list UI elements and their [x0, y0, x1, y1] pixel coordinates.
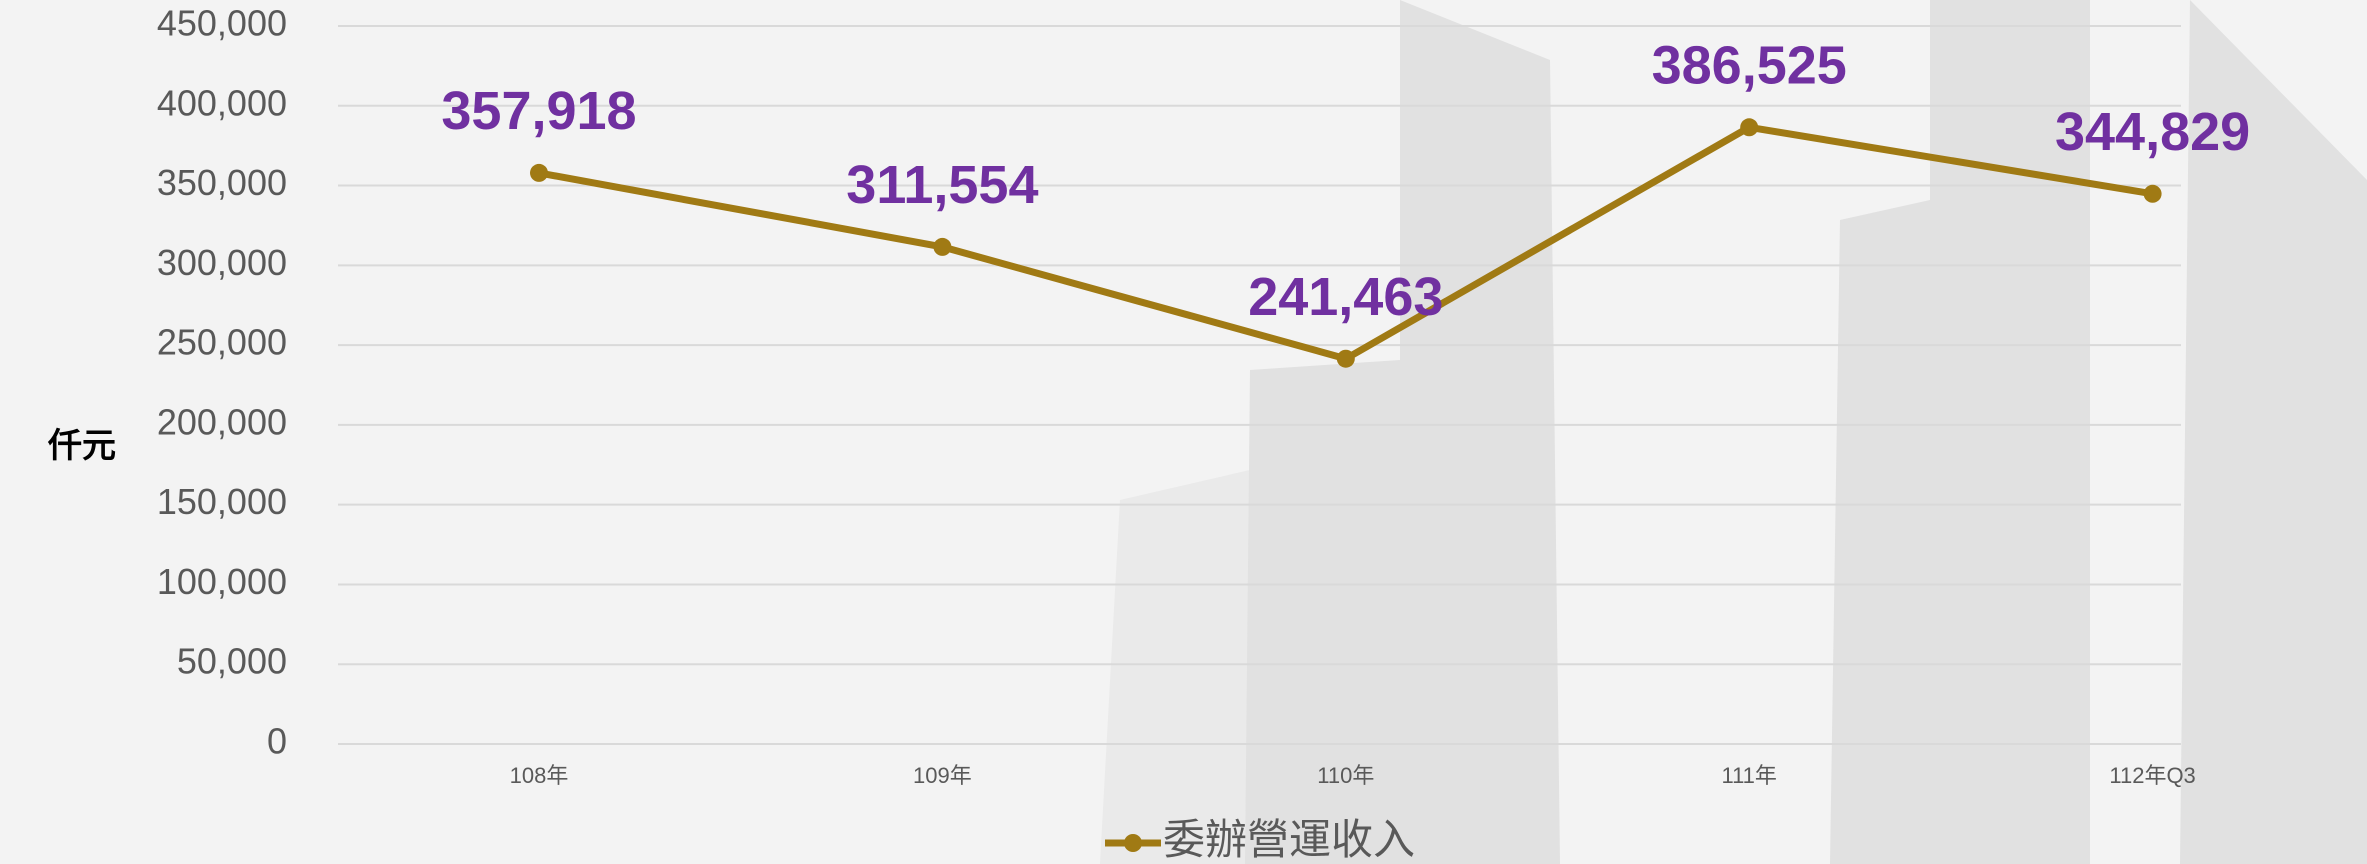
data-point — [933, 237, 952, 256]
y-tick-label: 250,000 — [157, 322, 287, 363]
y-tick-label: 50,000 — [177, 641, 287, 682]
data-point — [1336, 349, 1355, 368]
data-label: 357,918 — [441, 81, 636, 141]
x-tick-label: 108年 — [510, 763, 569, 788]
y-tick-label: 150,000 — [157, 481, 287, 522]
y-tick-label: 0 — [267, 721, 287, 762]
x-tick-label: 112年Q3 — [2109, 763, 2195, 788]
data-label: 311,554 — [846, 155, 1038, 215]
x-tick-label: 109年 — [913, 763, 972, 788]
data-label: 386,525 — [1652, 36, 1847, 96]
data-label: 344,829 — [2055, 102, 2250, 162]
data-point — [2143, 184, 2162, 203]
y-tick-label: 400,000 — [157, 82, 287, 123]
data-point — [1740, 118, 1759, 137]
data-point — [530, 163, 548, 182]
y-tick-label: 450,000 — [157, 3, 287, 44]
y-axis-title: 仟元 — [47, 427, 116, 465]
x-tick-label: 111年 — [1721, 763, 1776, 788]
legend-label: 委辦營運收入 — [1163, 816, 1415, 863]
data-label: 241,463 — [1248, 267, 1443, 327]
x-tick-label: 110年 — [1317, 763, 1374, 788]
y-tick-label: 350,000 — [157, 162, 287, 203]
y-tick-label: 300,000 — [157, 242, 287, 283]
y-tick-label: 100,000 — [157, 561, 287, 602]
y-tick-label: 200,000 — [157, 401, 287, 442]
background-decoration — [1100, 0, 2367, 864]
legend-marker — [1124, 834, 1142, 852]
